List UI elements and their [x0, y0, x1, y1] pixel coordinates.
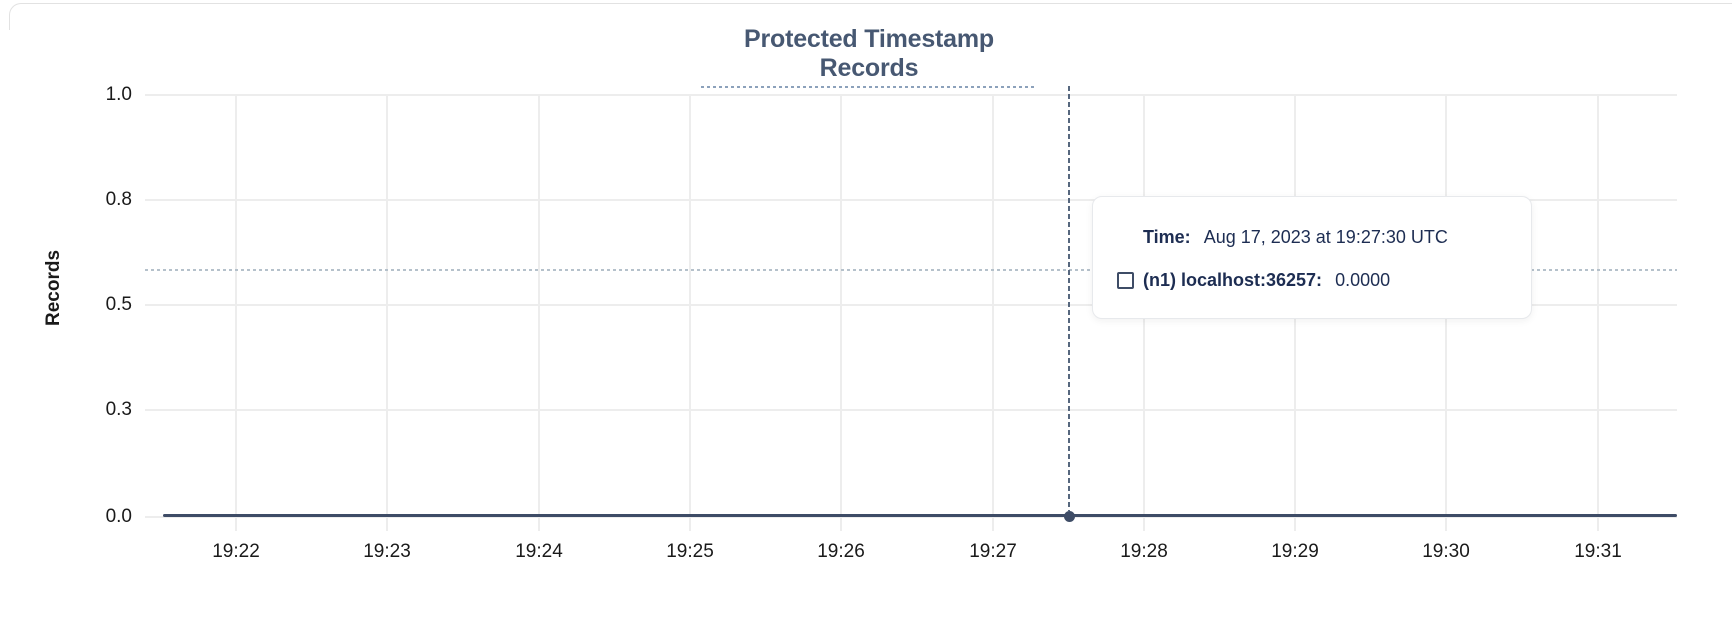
x-tick-label: 19:23 — [363, 541, 411, 562]
y-tick-label: 1.0 — [105, 84, 132, 105]
y-tick-label: 0.0 — [105, 506, 132, 527]
x-tick-label: 19:29 — [1271, 541, 1319, 562]
series-line — [163, 514, 1677, 517]
y-tick-label: 0.3 — [105, 399, 132, 420]
x-tick-label: 19:25 — [666, 541, 714, 562]
hovered-point-marker — [1064, 511, 1075, 522]
gridline-y — [145, 199, 1677, 201]
gridline-y — [145, 94, 1677, 96]
gridline-x — [689, 95, 691, 531]
gridline-x — [1597, 95, 1599, 531]
x-tick-label: 19:22 — [212, 541, 260, 562]
gridline-y — [145, 409, 1677, 411]
gridline-y — [145, 516, 1677, 518]
x-tick-label: 19:27 — [969, 541, 1017, 562]
y-tick-label: 0.8 — [105, 189, 132, 210]
gridline-y — [145, 304, 1677, 306]
x-tick-label: 19:30 — [1422, 541, 1470, 562]
tooltip-series-value: 0.0000 — [1335, 269, 1391, 290]
tooltip-series-row: (n1) localhost:36257: 0.0000 — [1117, 269, 1390, 291]
tooltip-series-label: (n1) localhost:36257: — [1143, 269, 1323, 290]
gridline-x — [840, 95, 842, 531]
tooltip-time-value: Aug 17, 2023 at 19:27:30 UTC — [1203, 227, 1448, 247]
y-tick-label: 0.5 — [105, 294, 132, 315]
x-tick-label: 19:28 — [1120, 541, 1168, 562]
series-swatch-icon — [1117, 271, 1134, 289]
tooltip-time-label: Time: — [1143, 227, 1191, 247]
gridline-x — [235, 95, 237, 531]
x-tick-label: 19:26 — [817, 541, 865, 562]
chart-tooltip: Time: Aug 17, 2023 at 19:27:30 UTC (n1) l… — [1092, 196, 1532, 319]
tooltip-time-row: Time: Aug 17, 2023 at 19:27:30 UTC — [1143, 226, 1448, 248]
chart-title[interactable]: Protected Timestamp Records — [701, 25, 1037, 88]
x-tick-label: 19:31 — [1574, 541, 1622, 562]
gridline-x — [386, 95, 388, 531]
gridline-x — [992, 95, 994, 531]
gridline-x — [538, 95, 540, 531]
crosshair-horizontal-line — [145, 269, 1677, 271]
crosshair-vertical-line — [1068, 86, 1070, 511]
x-tick-label: 19:24 — [515, 541, 563, 562]
